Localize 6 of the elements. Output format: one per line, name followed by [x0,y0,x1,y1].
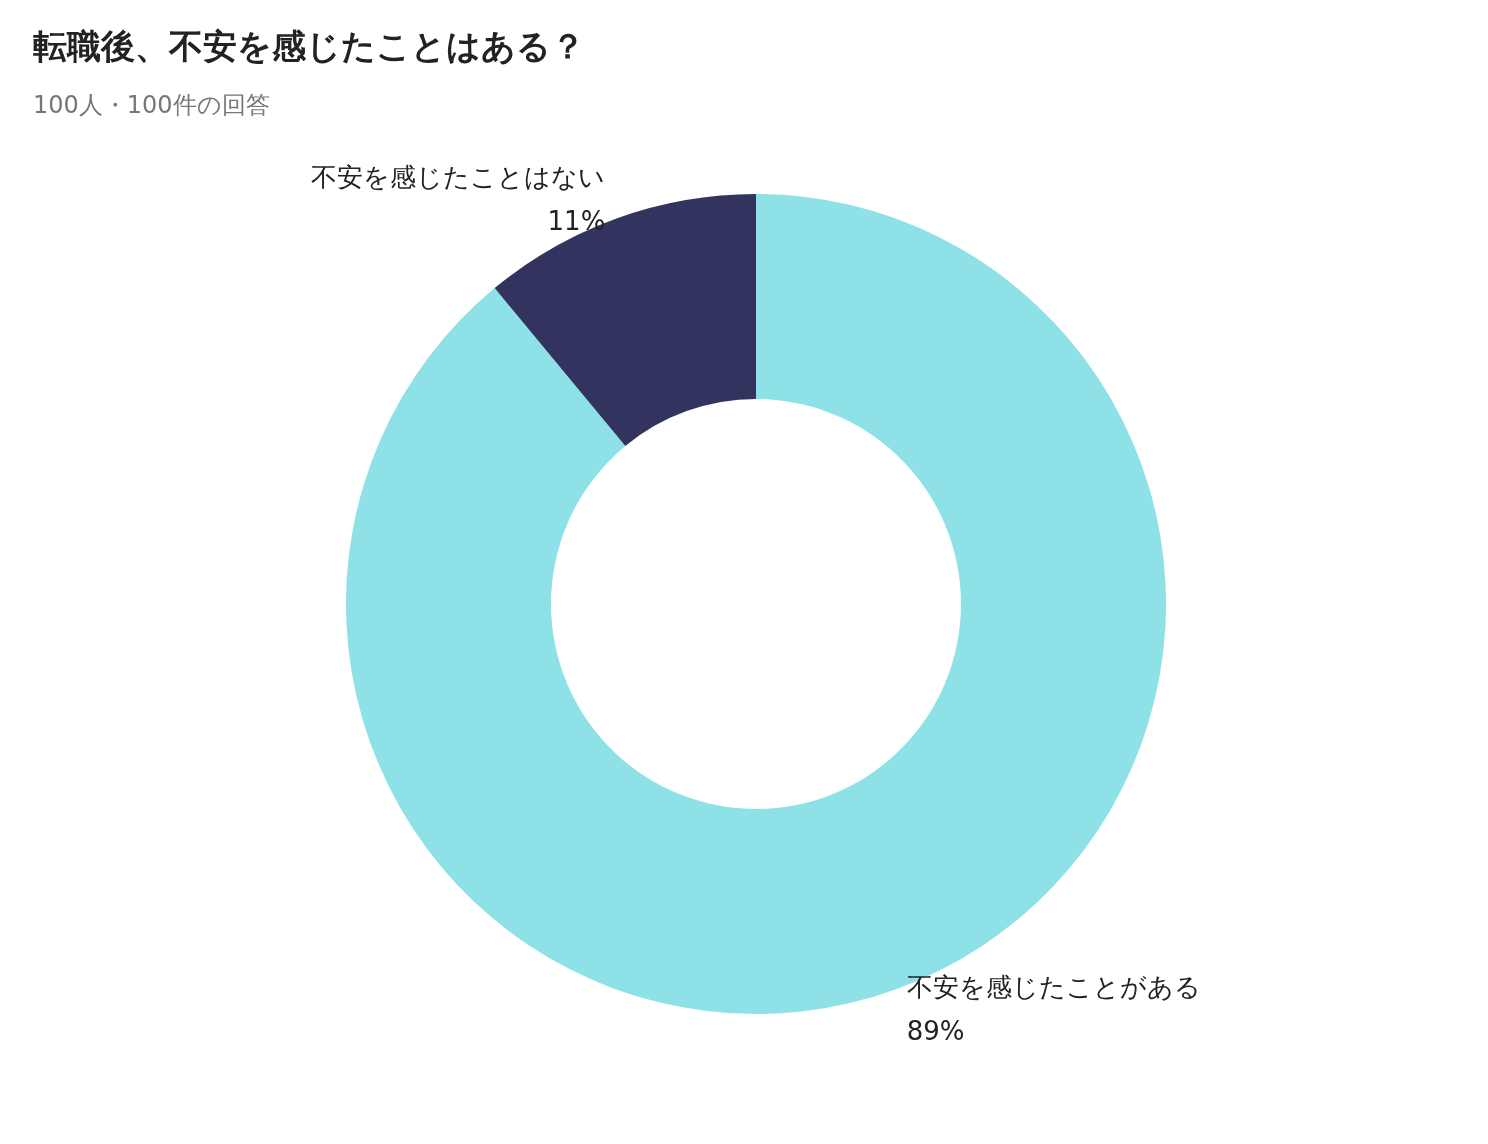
slice-label: 不安を感じたことはない [311,162,606,193]
data-label: 89% [906,1015,965,1046]
chart-subtitle: 100人・100件の回答 [33,91,270,119]
data-label: 11% [547,206,606,237]
slice-label: 不安を感じたことがある [906,971,1201,1002]
chart-title: 転職後、不安を感じたことはある？ [33,26,585,66]
